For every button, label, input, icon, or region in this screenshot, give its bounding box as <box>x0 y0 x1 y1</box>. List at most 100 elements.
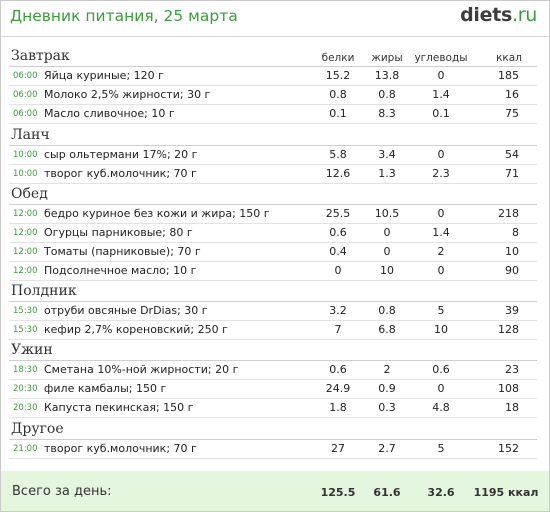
daily-total: Всего за день: 125.5 61.6 32.6 1195 ккал <box>1 471 549 511</box>
fat-value: 13.8 <box>374 69 400 82</box>
col-carbs: углеводы <box>414 52 468 64</box>
carbs-value: 10 <box>434 323 448 336</box>
food-row[interactable]: 06:00 Яйца куриные; 120 г 15.2 13.8 0 185 <box>1 67 549 86</box>
fat-value: 10.5 <box>374 207 400 220</box>
food-name[interactable]: Подсолнечное масло; 10 г <box>44 264 197 277</box>
meal-section: Завтрак белки жиры углеводы ккал 06:00 Яйца ку… <box>1 45 549 124</box>
row-divider <box>9 280 537 281</box>
section-title: Другое <box>11 421 64 437</box>
food-row[interactable]: 15:30 отруби овсяные DrDias; 30 г 3.2 0.8 5 3… <box>1 302 549 321</box>
header-divider <box>1 36 549 37</box>
row-divider <box>9 339 537 340</box>
fat-value: 10 <box>380 264 394 277</box>
meal-time: 21:00 <box>13 444 38 454</box>
row-divider <box>9 85 537 86</box>
food-row[interactable]: 15:30 кефир 2,7% кореновский; 250 г 7 6.8 10… <box>1 321 549 340</box>
food-name[interactable]: творог куб.молочник; 70 г <box>44 442 197 455</box>
meal-section: Ужин 18:30 Сметана 10%-ной жирности; 20 г 0… <box>1 339 549 418</box>
carbs-value: 1.4 <box>432 88 450 101</box>
section-title: Обед <box>11 186 48 202</box>
row-divider <box>9 320 537 321</box>
food-name[interactable]: Яйца куриные; 120 г <box>44 69 164 82</box>
col-kcal: ккал <box>496 52 522 64</box>
row-divider <box>9 379 537 380</box>
meal-time: 15:30 <box>13 306 38 316</box>
row-divider <box>9 183 537 184</box>
fat-value: 8.3 <box>378 107 396 120</box>
section-title: Полдник <box>11 283 77 299</box>
food-name[interactable]: Капуста пекинская; 150 г <box>44 401 194 414</box>
food-name[interactable]: творог куб.молочник; 70 г <box>44 167 197 180</box>
food-row[interactable]: 20:30 филе камбалы; 150 г 24.9 0.9 0 108 <box>1 380 549 399</box>
food-row[interactable]: 12:00 Подсолнечное масло; 10 г 0 10 0 90 <box>1 262 549 281</box>
food-name[interactable]: филе камбалы; 150 г <box>44 382 167 395</box>
section-divider <box>9 360 537 361</box>
food-name[interactable]: Сметана 10%-ной жирности; 20 г <box>44 363 239 376</box>
kcal-value: 39 <box>505 304 519 317</box>
meal-time: 10:00 <box>13 150 38 160</box>
row-divider <box>9 458 537 459</box>
protein-value: 0.4 <box>329 245 347 258</box>
protein-value: 25.5 <box>325 207 351 220</box>
food-name[interactable]: Масло сливочное; 10 г <box>44 107 175 120</box>
food-name[interactable]: отруби овсяные DrDias; 30 г <box>44 304 208 317</box>
meal-time: 10:00 <box>13 169 38 179</box>
protein-value: 0.1 <box>329 107 347 120</box>
protein-value: 3.2 <box>329 304 347 317</box>
kcal-value: 8 <box>512 226 519 239</box>
total-kcal: 1195 ккал <box>473 486 539 499</box>
page-title: Дневник питания, 25 марта <box>10 7 238 25</box>
fat-value: 0.8 <box>378 88 396 101</box>
section-header: Другое <box>1 418 549 440</box>
food-name[interactable]: Молоко 2,5% жирности; 30 г <box>44 88 211 101</box>
carbs-value: 2 <box>437 245 445 258</box>
food-row[interactable]: 12:00 Томаты (парниковые); 70 г 0.4 0 2 10 <box>1 243 549 262</box>
meal-section: Полдник 15:30 отруби овсяные DrDias; 30 г 3… <box>1 280 549 340</box>
section-title: Ланч <box>11 127 50 143</box>
carbs-value: 2.3 <box>432 167 450 180</box>
section-header: Ужин <box>1 339 549 361</box>
protein-value: 0.6 <box>329 363 347 376</box>
kcal-value: 16 <box>505 88 519 101</box>
food-name[interactable]: Томаты (парниковые); 70 г <box>44 245 201 258</box>
food-row[interactable]: 06:00 Молоко 2,5% жирности; 30 г 0.8 0.8 1.4… <box>1 86 549 105</box>
section-header: Полдник <box>1 280 549 302</box>
food-name[interactable]: сыр ольтермани 17%; 20 г <box>44 148 198 161</box>
row-divider <box>9 123 537 124</box>
food-row[interactable]: 18:30 Сметана 10%-ной жирности; 20 г 0.6 2 0… <box>1 361 549 380</box>
meal-time: 12:00 <box>13 228 38 238</box>
food-name[interactable]: Огурцы парниковые; 80 г <box>44 226 193 239</box>
fat-value: 0.9 <box>378 382 396 395</box>
section-title: Ужин <box>11 342 53 358</box>
food-row[interactable]: 06:00 Масло сливочное; 10 г 0.1 8.3 0.1 75 <box>1 105 549 124</box>
food-row[interactable]: 12:00 Огурцы парниковые; 80 г 0.6 0 1.4 8 <box>1 224 549 243</box>
food-name[interactable]: бедро куриное без кожи и жира; 150 г <box>44 207 270 220</box>
row-divider <box>9 398 537 399</box>
protein-value: 5.8 <box>329 148 347 161</box>
total-protein: 125.5 <box>320 486 356 499</box>
row-divider <box>9 164 537 165</box>
kcal-value: 128 <box>498 323 519 336</box>
carbs-value: 5 <box>437 304 445 317</box>
kcal-value: 108 <box>498 382 519 395</box>
logo[interactable]: diets.ru <box>460 4 537 26</box>
food-row[interactable]: 10:00 сыр ольтермани 17%; 20 г 5.8 3.4 0 54 <box>1 146 549 165</box>
meal-section: Другое 21:00 творог куб.молочник; 70 г 27 2.… <box>1 418 549 459</box>
meal-section: Ланч 10:00 сыр ольтермани 17%; 20 г 5.8 3.4 0… <box>1 124 549 184</box>
fat-value: 1.3 <box>378 167 396 180</box>
meal-time: 06:00 <box>13 71 38 81</box>
kcal-value: 185 <box>498 69 519 82</box>
row-divider <box>9 104 537 105</box>
food-row[interactable]: 12:00 бедро куриное без кожи и жира; 150 … <box>1 205 549 224</box>
kcal-value: 90 <box>505 264 519 277</box>
kcal-value: 10 <box>505 245 519 258</box>
carbs-value: 0.6 <box>432 363 450 376</box>
food-row[interactable]: 20:30 Капуста пекинская; 150 г 1.8 0.3 4.8 18 <box>1 399 549 418</box>
total-label: Всего за день: <box>12 484 112 499</box>
food-row[interactable]: 21:00 творог куб.молочник; 70 г 27 2.7 5 152 <box>1 440 549 459</box>
protein-value: 0.8 <box>329 88 347 101</box>
food-row[interactable]: 10:00 творог куб.молочник; 70 г 12.6 1.3 2.3… <box>1 165 549 184</box>
food-name[interactable]: кефир 2,7% кореновский; 250 г <box>44 323 228 336</box>
protein-value: 15.2 <box>325 69 351 82</box>
meal-time: 12:00 <box>13 247 38 257</box>
